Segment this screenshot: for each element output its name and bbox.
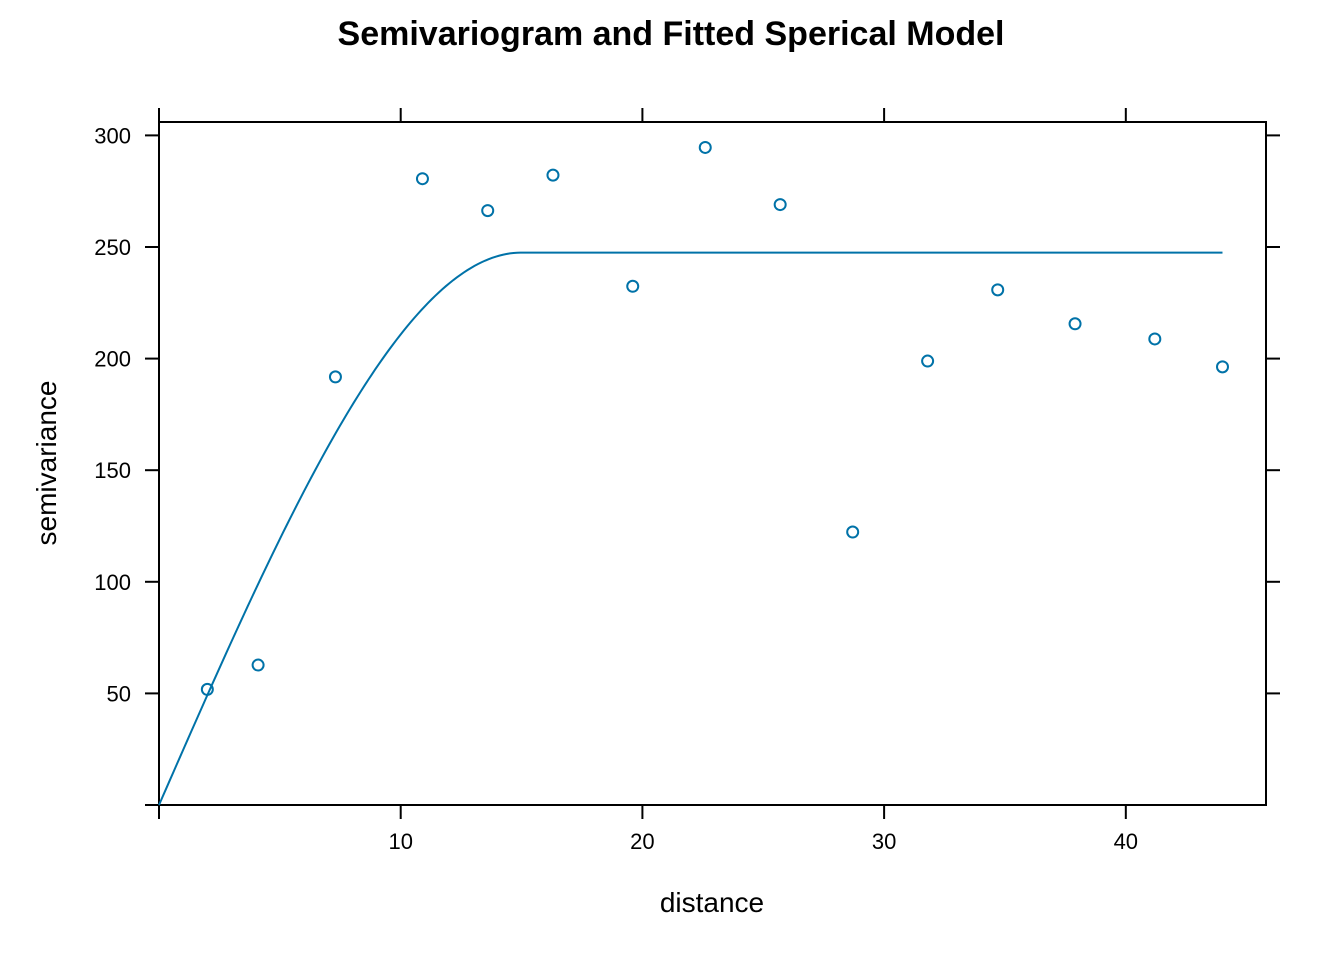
semivariance-point — [1068, 317, 1082, 331]
semivariance-point — [698, 140, 712, 154]
semivariance-points — [200, 140, 1229, 696]
semivariance-point — [773, 198, 787, 212]
axis-ticks — [145, 108, 1280, 819]
plot-frame — [158, 121, 1267, 806]
y-tick-label: 150 — [94, 458, 131, 483]
semivariance-point — [546, 168, 560, 182]
x-tick-label: 30 — [872, 829, 896, 854]
y-axis-label: semivariance — [31, 381, 62, 546]
x-tick-label: 10 — [388, 829, 412, 854]
fitted-spherical-model-line — [158, 251, 1223, 806]
semivariance-point — [1215, 360, 1229, 374]
semivariance-point — [846, 525, 860, 539]
y-tick-label: 200 — [94, 347, 131, 372]
x-axis-label: distance — [660, 887, 764, 918]
x-tick-label: 40 — [1114, 829, 1138, 854]
y-tick-label: 50 — [107, 681, 131, 706]
y-tick-label: 100 — [94, 570, 131, 595]
semivariance-point — [415, 172, 429, 186]
semivariance-point — [1148, 332, 1162, 346]
y-tick-label: 250 — [94, 235, 131, 260]
semivariance-point — [251, 658, 265, 672]
y-tick-label: 300 — [94, 123, 131, 148]
semivariance-point — [328, 370, 342, 384]
semivariance-point — [921, 354, 935, 368]
semivariance-point — [991, 283, 1005, 297]
chart-title: Semivariogram and Fitted Sperical Model — [338, 15, 1005, 53]
semivariance-point — [481, 204, 495, 218]
x-tick-label: 20 — [630, 829, 654, 854]
axis-tick-labels: 10 20 30 40 50 100 150 200 250 300 — [94, 123, 1138, 854]
semivariance-point — [626, 279, 640, 293]
semivariance-point — [200, 682, 214, 696]
